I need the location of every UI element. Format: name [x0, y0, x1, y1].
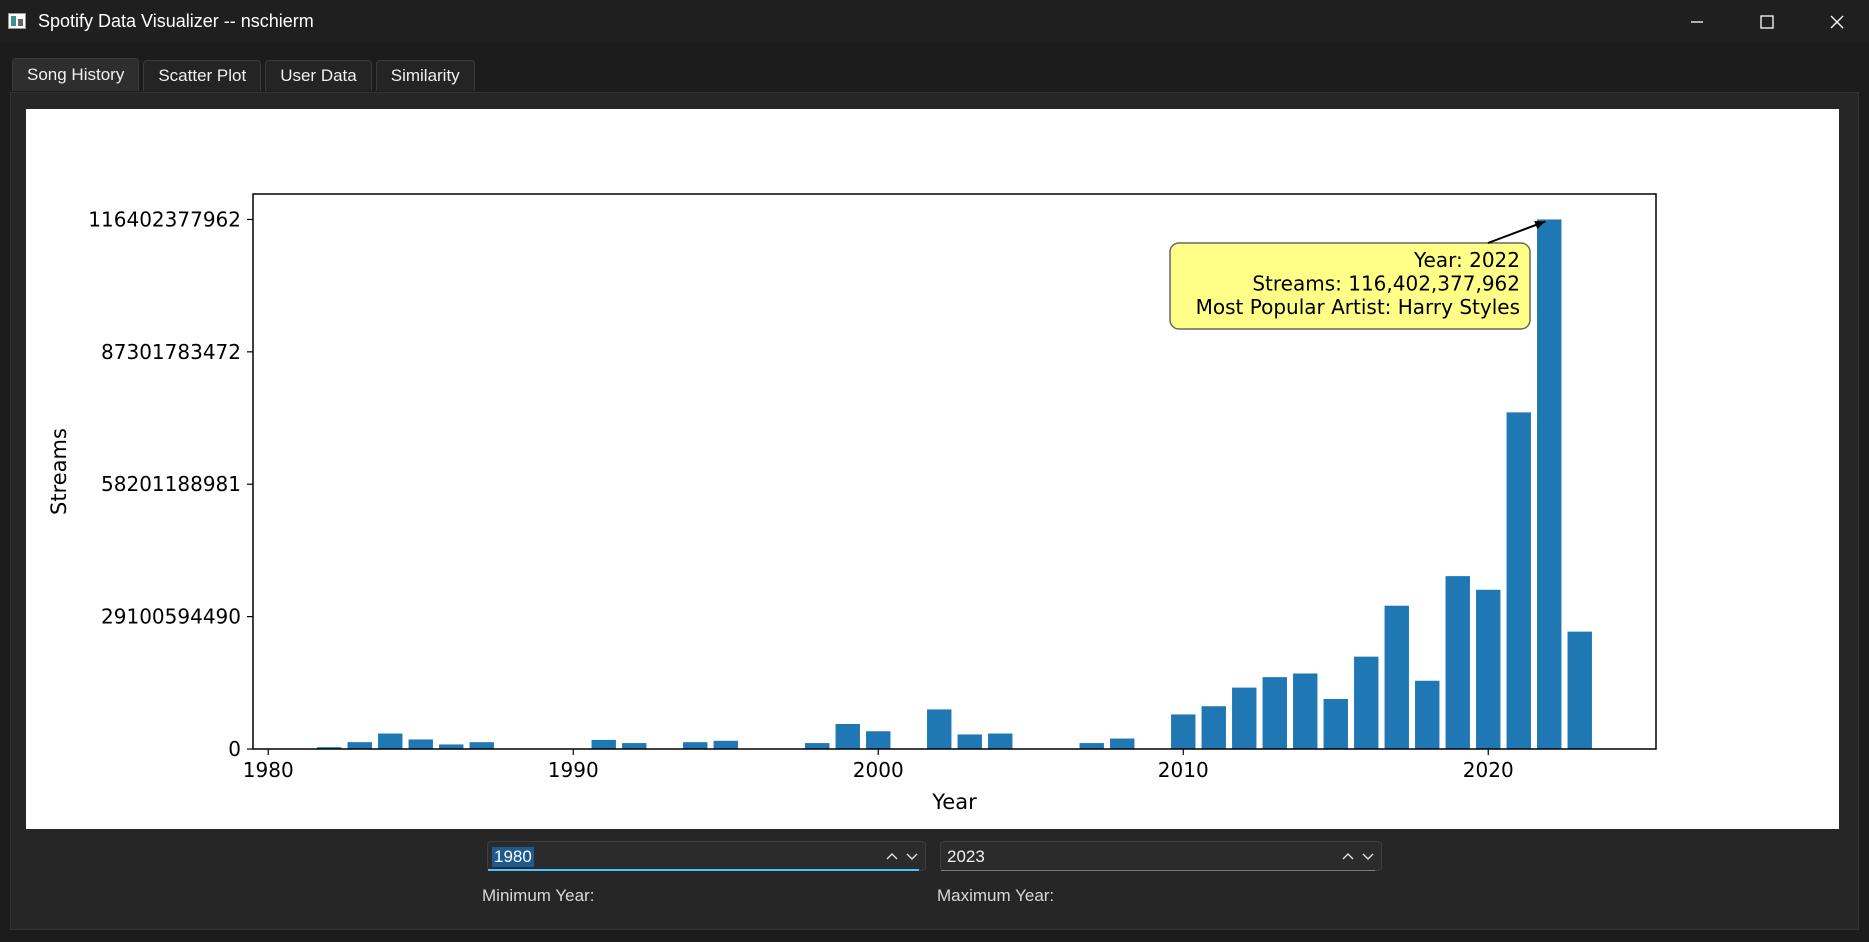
bar — [1415, 680, 1440, 749]
bar — [408, 739, 433, 749]
max-year-value[interactable]: 2023 — [947, 847, 985, 866]
tab-scatter-plot[interactable]: Scatter Plot — [143, 60, 262, 91]
bar — [683, 742, 708, 749]
bar — [378, 733, 403, 749]
bar — [1354, 656, 1379, 749]
focus-underline — [488, 869, 919, 871]
bar — [1232, 687, 1257, 749]
x-axis-label: Year — [931, 790, 977, 814]
bar — [1262, 677, 1287, 749]
minimize-icon — [1691, 20, 1703, 23]
x-tick-label: 2010 — [1158, 758, 1209, 782]
minimize-button[interactable] — [1662, 0, 1732, 43]
title-bar: Spotify Data Visualizer -- nschierm — [0, 0, 1869, 43]
annotation-text: Year: 2022 — [1413, 248, 1520, 272]
annotation-arrowhead — [1534, 221, 1546, 230]
bar — [1201, 706, 1226, 749]
bar — [835, 723, 860, 749]
bar — [1537, 219, 1562, 749]
bar — [1293, 673, 1318, 749]
bar — [1323, 698, 1348, 749]
maximize-button[interactable] — [1732, 0, 1802, 43]
max-year-spinbox[interactable]: 2023 — [940, 841, 1382, 871]
x-tick-label: 1990 — [548, 758, 599, 782]
axes-frame — [252, 193, 1657, 750]
bar — [622, 743, 647, 749]
x-tick-label: 1980 — [243, 758, 294, 782]
bar — [988, 733, 1013, 749]
chevron-down-icon[interactable] — [905, 849, 919, 863]
close-button[interactable] — [1802, 0, 1869, 43]
annotation-box — [1169, 242, 1531, 330]
bar — [1079, 743, 1104, 749]
y-tick-label: 116402377962 — [88, 207, 241, 231]
bar — [1506, 412, 1531, 749]
plot-area: 1980 1990 2000 2010 2020 0 29100594490 58201188… — [26, 109, 1839, 829]
y-tick-label: 0 — [228, 737, 241, 761]
bar — [1110, 738, 1135, 749]
chevron-up-icon[interactable] — [1341, 849, 1355, 863]
max-year-label: Maximum Year: — [937, 886, 1055, 905]
annotation-text: Most Popular Artist: Harry Styles — [1196, 295, 1520, 319]
bar — [957, 734, 982, 749]
bar — [1567, 631, 1592, 749]
bar — [866, 731, 891, 749]
maximize-icon — [1760, 14, 1774, 29]
window-title: Spotify Data Visualizer -- nschierm — [38, 11, 314, 31]
bar — [1171, 714, 1196, 749]
y-tick-label: 58201188981 — [101, 472, 241, 496]
x-tick-label: 2000 — [853, 758, 904, 782]
min-year-spinbox[interactable]: 1980 — [487, 841, 926, 871]
field-underline — [941, 870, 1375, 871]
y-tick-label: 87301783472 — [101, 340, 241, 364]
bar — [1476, 589, 1501, 749]
min-year-label: Minimum Year: — [482, 886, 595, 905]
annotation-text: Streams: 116,402,377,962 — [1252, 272, 1520, 296]
app-icon — [8, 13, 26, 29]
y-tick-label: 29100594490 — [101, 605, 241, 629]
bar — [469, 742, 494, 749]
tab-bar: Song History Scatter Plot User Data Simi… — [12, 58, 479, 93]
tab-song-history[interactable]: Song History — [12, 58, 140, 91]
bar — [439, 744, 464, 749]
min-year-value[interactable]: 1980 — [492, 847, 534, 867]
annotation-arrow — [1487, 220, 1546, 244]
bar — [1384, 605, 1409, 749]
tab-user-data[interactable]: User Data — [265, 60, 372, 91]
song-history-chart: 1980 1990 2000 2010 2020 0 29100594490 58201188… — [47, 193, 1657, 814]
close-icon — [1830, 15, 1844, 28]
bar — [317, 747, 342, 749]
tab-similarity[interactable]: Similarity — [375, 60, 475, 91]
bar — [1445, 576, 1470, 749]
bar — [591, 739, 616, 749]
y-axis-label: Streams — [47, 428, 71, 515]
bar — [927, 709, 952, 749]
x-tick-label: 2020 — [1463, 758, 1514, 782]
bar — [347, 742, 372, 749]
bar — [713, 740, 738, 749]
chevron-down-icon[interactable] — [1361, 849, 1375, 863]
chevron-up-icon[interactable] — [885, 849, 899, 863]
bar — [805, 743, 830, 749]
